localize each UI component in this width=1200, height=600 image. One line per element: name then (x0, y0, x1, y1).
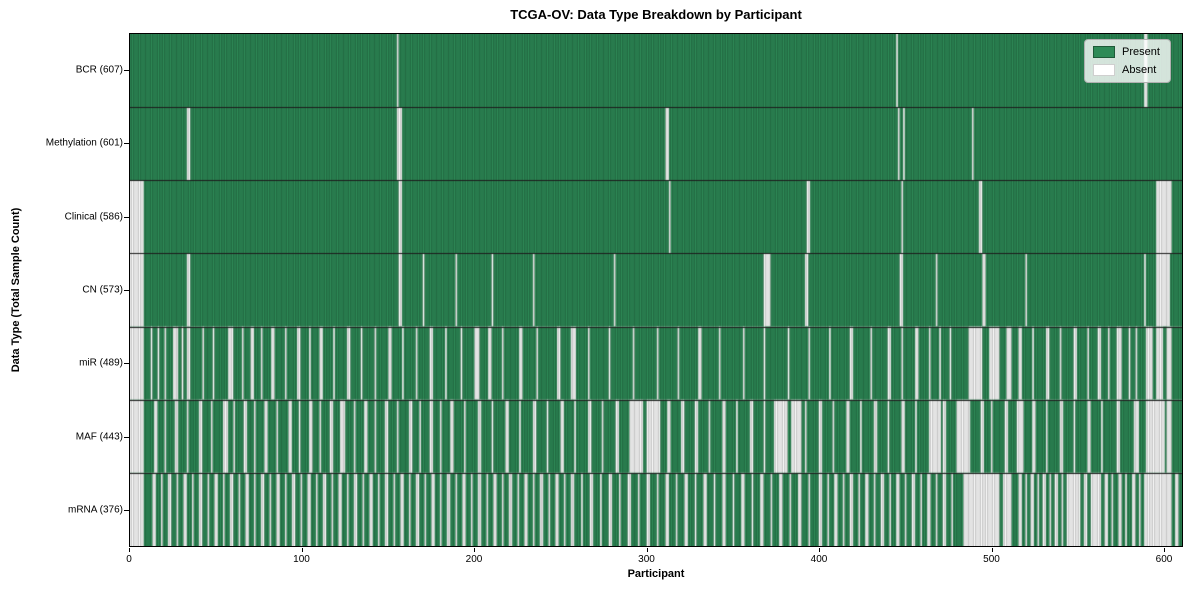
x-tick-label-0: 0 (126, 554, 132, 565)
y-tick-label-miR: miR (489) (79, 357, 123, 369)
x-tick-mark (992, 548, 993, 552)
x-tick-label-400: 400 (810, 554, 828, 565)
legend-entry-absent: Absent (1093, 64, 1160, 76)
x-tick-label-600: 600 (1155, 554, 1173, 565)
x-tick-mark (819, 548, 820, 552)
x-tick-label-200: 200 (465, 554, 483, 565)
x-tick-mark (474, 548, 475, 552)
x-tick-mark (1164, 548, 1165, 552)
y-tick-mark (124, 143, 129, 144)
y-tick-label-BCR: BCR (607) (75, 64, 123, 76)
y-tick-mark (124, 217, 129, 218)
x-tick-label-100: 100 (293, 554, 310, 565)
plot-area (129, 33, 1183, 547)
x-axis-label: Participant (627, 568, 685, 580)
x-tick-mark (302, 548, 303, 552)
y-tick-label-Methylation: Methylation (601) (45, 137, 123, 149)
y-tick-label-CN: CN (573) (82, 284, 123, 296)
y-tick-mark (124, 510, 129, 511)
y-tick-label-mRNA: mRNA (376) (67, 504, 123, 516)
y-axis-label: Data Type (Total Sample Count) (10, 207, 22, 373)
present-swatch-icon (1093, 46, 1115, 58)
y-tick-label-Clinical: Clinical (586) (64, 211, 123, 223)
legend-label-present: Present (1122, 46, 1160, 58)
y-tick-mark (124, 437, 129, 438)
legend-entry-present: Present (1093, 46, 1160, 58)
y-tick-mark (124, 363, 129, 364)
legend: Present Absent (1084, 39, 1171, 83)
chart-title: TCGA-OV: Data Type Breakdown by Particip… (510, 7, 802, 22)
legend-label-absent: Absent (1122, 64, 1157, 76)
y-tick-mark (124, 290, 129, 291)
x-tick-mark (129, 548, 130, 552)
x-tick-mark (647, 548, 648, 552)
y-tick-mark (124, 70, 129, 71)
y-tick-label-MAF: MAF (443) (75, 431, 123, 443)
presence-matrix-canvas (130, 34, 1182, 546)
x-tick-label-300: 300 (638, 554, 655, 565)
absent-swatch-icon (1093, 64, 1115, 76)
x-tick-label-500: 500 (983, 554, 1000, 565)
